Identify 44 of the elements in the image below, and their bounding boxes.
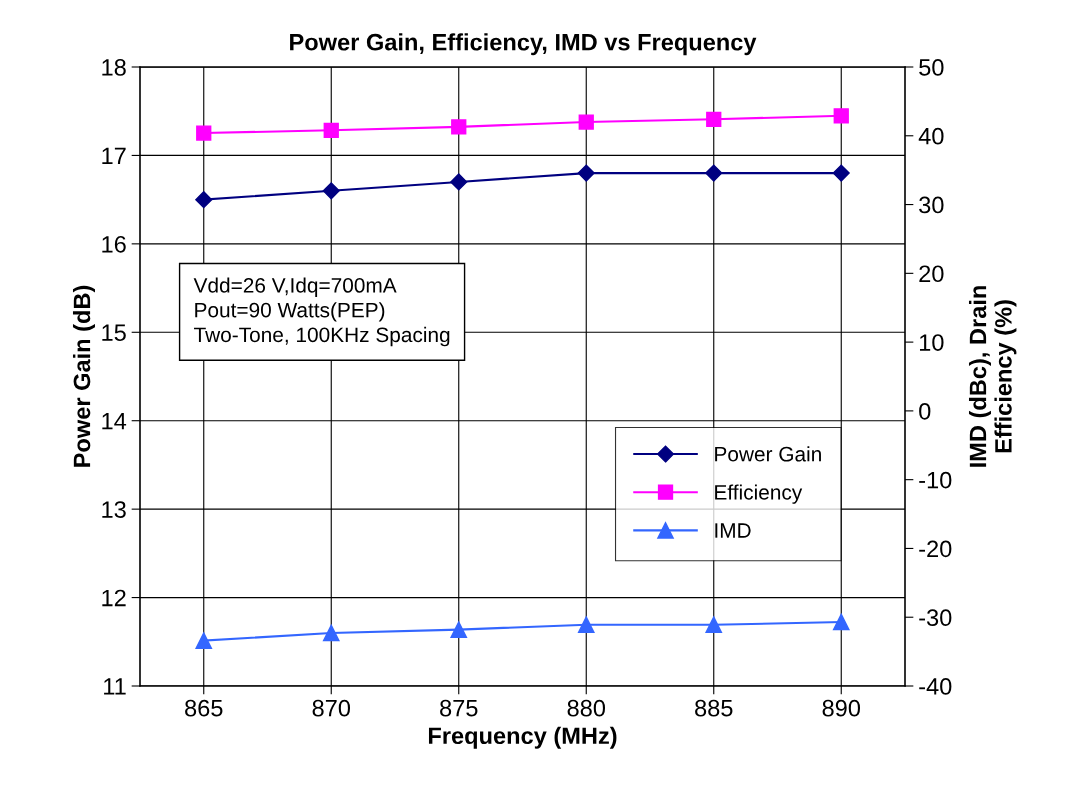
y-tick-label: 15: [102, 324, 126, 342]
point: [322, 624, 340, 642]
annotation: Vdd=26 V,Idq=700mA Pout=90 Watts(PEP) Two-Tone, 100KHz Spacing: [193, 277, 450, 347]
point: [196, 125, 212, 141]
legend-label: Power Gain: [715, 446, 821, 462]
chart-title: Power Gain, Efficiency, IMD vs Frequency: [290, 33, 757, 56]
point: [578, 114, 594, 130]
point: [195, 632, 213, 649]
y-tick-label: 12: [102, 589, 126, 607]
point: [451, 119, 467, 135]
y-tick-label: 11: [104, 678, 126, 695]
x-axis-title: Frequency (MHz): [428, 726, 617, 749]
x-tick-label: 865: [185, 699, 223, 717]
x-tick-label: 890: [822, 699, 861, 717]
point: [577, 616, 595, 634]
point: [833, 108, 849, 124]
y2-tick-label: 10: [919, 334, 944, 351]
y-tick-label: 13: [102, 501, 126, 518]
y2-tick-label: 30: [919, 196, 944, 214]
y2-tick-label: 20: [919, 265, 944, 283]
y-tick-label: 16: [102, 235, 126, 253]
y-tick-label: 17: [102, 147, 126, 164]
point: [450, 621, 468, 638]
y2-tick-label: -10: [919, 471, 952, 489]
x-tick-label: 880: [567, 699, 606, 717]
point: [706, 111, 722, 127]
point: [832, 613, 850, 631]
point: [323, 122, 339, 138]
y-tick-label: 14: [102, 413, 127, 430]
y2-tick-label: 0: [919, 402, 931, 420]
x-tick-label: 885: [695, 699, 733, 717]
y-axis-title: Power Gain (dB): [72, 285, 95, 467]
y2-tick-label: 40: [918, 127, 944, 145]
legend-label: Efficiency: [715, 484, 803, 504]
y2-tick-label: -40: [919, 678, 952, 695]
y-tick-label: 18: [102, 59, 126, 76]
x-tick-label: 870: [312, 699, 351, 717]
y2-axis-title: IMD (dBc), Drain Efficiency (%): [968, 286, 1017, 467]
legend-label: IMD: [715, 523, 751, 538]
x-tick-label: 875: [440, 699, 478, 717]
y2-tick-label: 50: [919, 59, 944, 76]
y2-tick-label: -20: [919, 540, 952, 558]
y2-tick-label: -30: [919, 609, 952, 627]
point: [705, 616, 723, 634]
